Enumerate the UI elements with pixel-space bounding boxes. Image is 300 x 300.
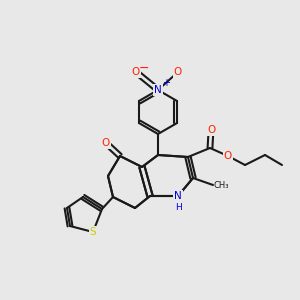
Text: O: O bbox=[207, 125, 215, 135]
Text: −: − bbox=[138, 62, 149, 75]
Text: +: + bbox=[162, 78, 170, 88]
Text: O: O bbox=[102, 138, 110, 148]
Text: S: S bbox=[90, 227, 96, 237]
Text: N: N bbox=[174, 191, 182, 201]
Text: CH₃: CH₃ bbox=[214, 181, 230, 190]
Text: O: O bbox=[224, 151, 232, 161]
Text: O: O bbox=[174, 67, 182, 77]
Text: H: H bbox=[175, 203, 182, 212]
Text: O: O bbox=[132, 67, 140, 77]
Text: N: N bbox=[154, 85, 162, 95]
